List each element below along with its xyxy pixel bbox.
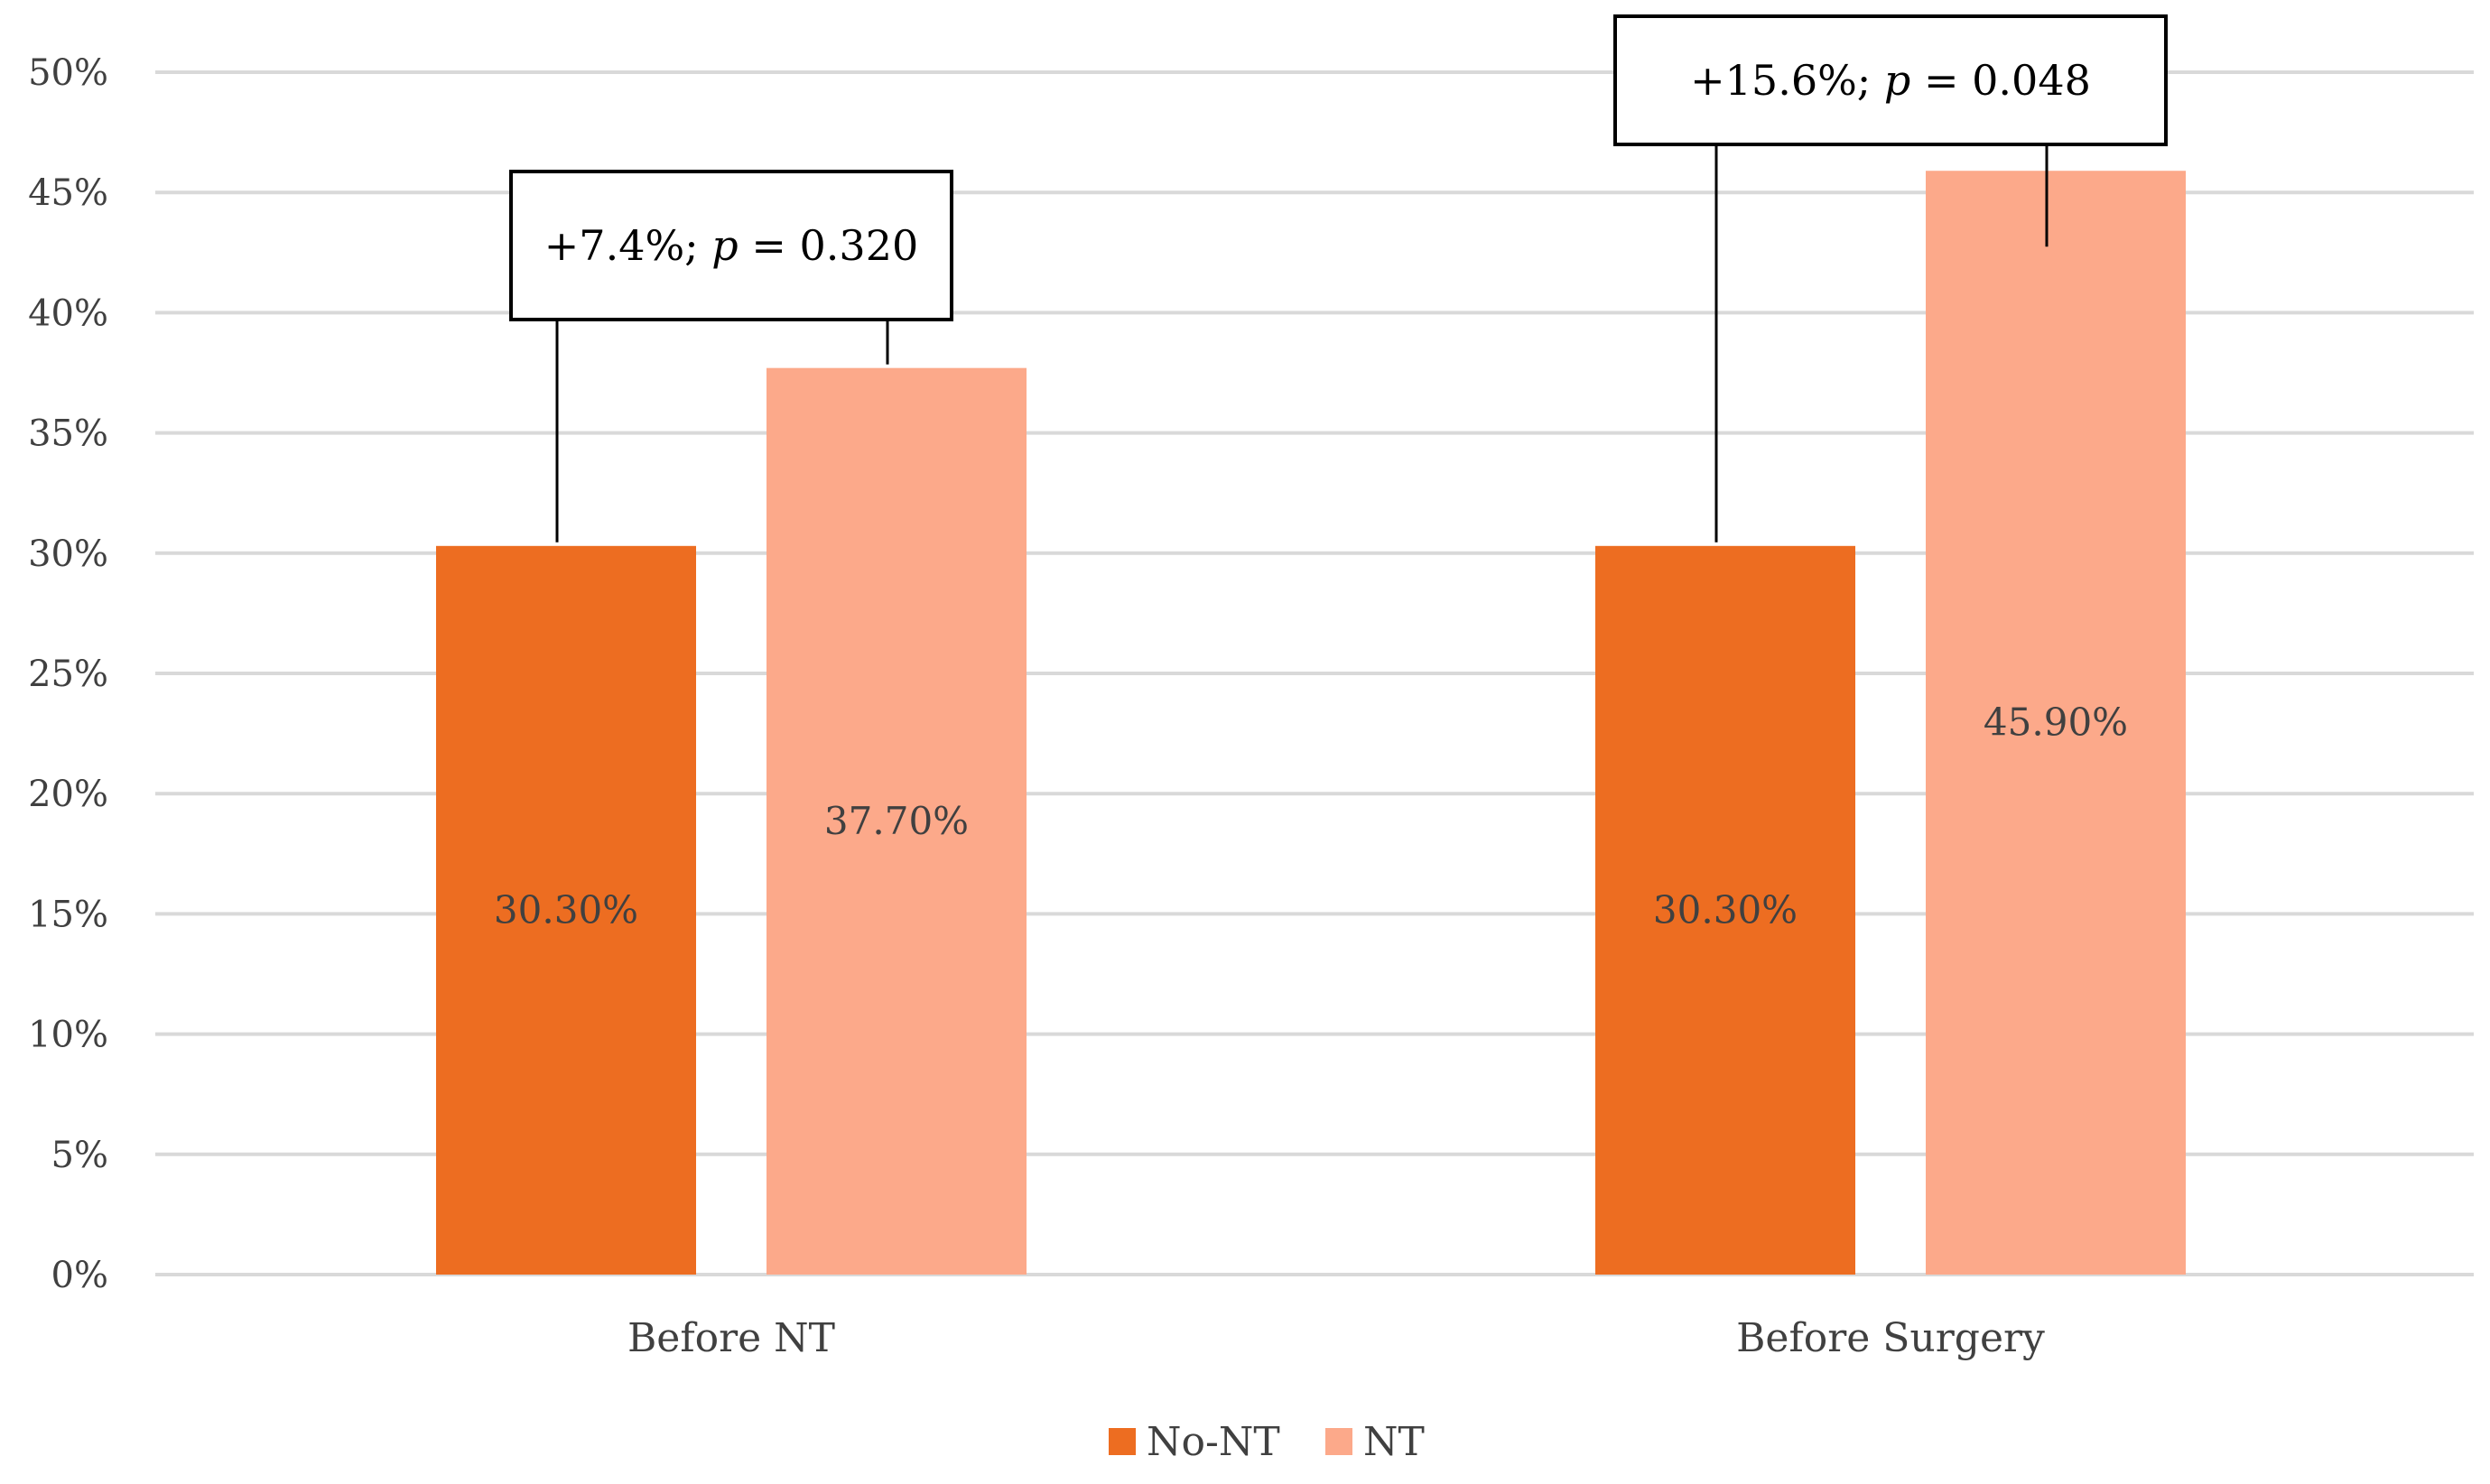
y-tick-label: 25% bbox=[28, 654, 108, 695]
y-tick-label: 5% bbox=[51, 1135, 108, 1176]
significance-box bbox=[509, 170, 953, 321]
significance-box bbox=[1613, 14, 2168, 146]
y-tick-label: 30% bbox=[28, 533, 108, 575]
legend-label-nt: NT bbox=[1363, 1419, 1425, 1465]
y-tick-label: 40% bbox=[28, 292, 108, 334]
data-label: 45.90% bbox=[1984, 700, 2128, 745]
legend-swatch-no-nt bbox=[1109, 1428, 1136, 1455]
data-labels: 30.30% 37.70% 30.30% 45.90% bbox=[494, 700, 2128, 932]
y-tick-label: 45% bbox=[28, 172, 108, 214]
y-tick-label: 50% bbox=[28, 52, 108, 94]
data-label: 30.30% bbox=[494, 887, 638, 932]
y-tick-label: 20% bbox=[28, 774, 108, 815]
y-tick-label: 0% bbox=[51, 1255, 108, 1296]
legend-swatch-nt bbox=[1325, 1428, 1352, 1455]
y-tick-label: 10% bbox=[28, 1015, 108, 1056]
x-category-label: Before NT bbox=[627, 1315, 835, 1361]
significance-label: +15.6%; p = 0.048 bbox=[1690, 56, 2091, 105]
bar-no-nt-2 bbox=[1595, 545, 1855, 1275]
x-category-label: Before Surgery bbox=[1736, 1315, 2045, 1361]
annotations: +7.4%; p = 0.320 +15.6%; p = 0.048 bbox=[509, 14, 2168, 543]
data-label: 30.30% bbox=[1653, 887, 1798, 932]
x-axis-categories: Before NT Before Surgery bbox=[627, 1315, 2045, 1361]
significance-label: +7.4%; p = 0.320 bbox=[544, 221, 918, 270]
legend-label-no-nt: No-NT bbox=[1147, 1419, 1280, 1465]
bar-nt-1 bbox=[767, 367, 1027, 1275]
y-axis-ticks: 0% 5% 10% 15% 20% 25% 30% 35% 40% 45% 50% bbox=[28, 52, 108, 1296]
y-tick-label: 35% bbox=[28, 413, 108, 455]
y-tick-label: 15% bbox=[28, 894, 108, 935]
bars bbox=[436, 171, 2186, 1275]
bar-nt-2 bbox=[1926, 171, 2186, 1275]
data-label: 37.70% bbox=[824, 799, 969, 843]
legend: No-NT NT bbox=[1109, 1419, 1425, 1465]
bar-no-nt-1 bbox=[436, 545, 696, 1275]
